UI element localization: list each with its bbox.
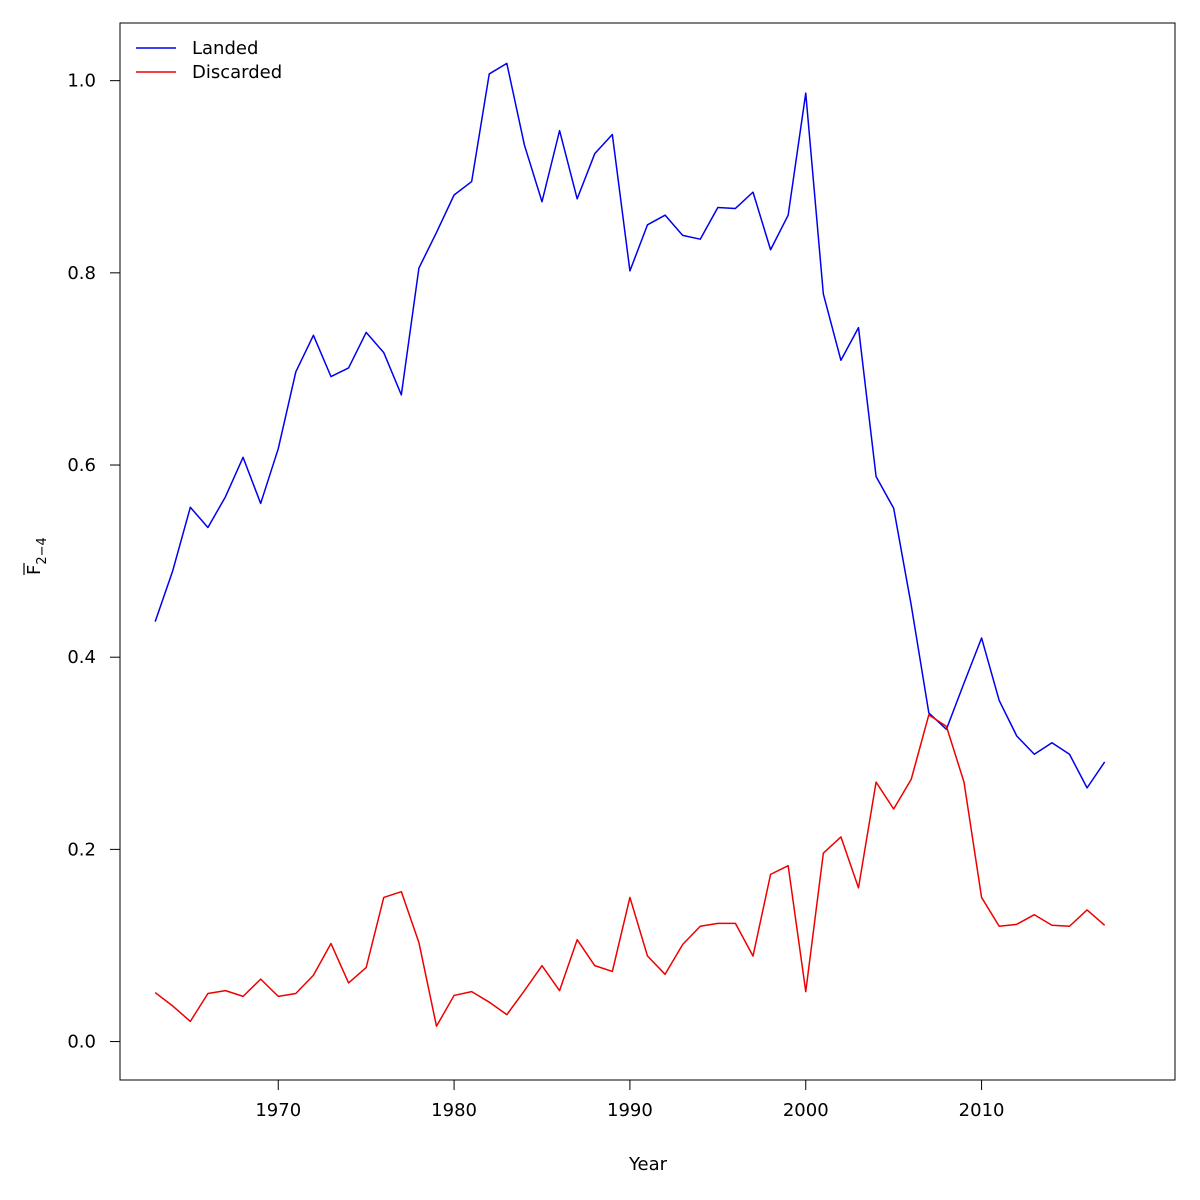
legend: Landed Discarded	[136, 38, 282, 83]
series-layer	[154, 62, 1106, 1027]
y-tick-label-0.6: 0.6	[67, 455, 96, 476]
series-line-landed	[154, 62, 1106, 789]
y-axis-label: F2−4	[23, 537, 50, 575]
y-axis-label-sub: 2−4	[35, 537, 50, 564]
y-axis: 0.0 0.2 0.4 0.6 0.8 1.0	[67, 71, 120, 1053]
y-axis-label-main: F	[24, 565, 45, 575]
x-tick-label-2010: 2010	[959, 1100, 1005, 1121]
svg-text:F2−4: F2−4	[24, 537, 50, 575]
y-tick-label-0.2: 0.2	[67, 839, 96, 860]
y-tick-label-1.0: 1.0	[67, 71, 96, 92]
y-tick-label-0.4: 0.4	[67, 647, 96, 668]
x-tick-label-1970: 1970	[255, 1100, 301, 1121]
legend-label-discarded: Discarded	[192, 62, 282, 83]
y-tick-label-0.0: 0.0	[67, 1032, 96, 1053]
x-axis: 1970 1980 1990 2000 2010	[255, 1080, 1004, 1121]
series-line-discarded	[154, 714, 1106, 1027]
legend-label-landed: Landed	[192, 38, 258, 59]
x-tick-label-2000: 2000	[783, 1100, 829, 1121]
x-axis-label: Year	[628, 1154, 668, 1175]
x-tick-label-1990: 1990	[607, 1100, 653, 1121]
plot-frame	[119, 22, 1176, 1081]
y-tick-label-0.8: 0.8	[67, 263, 96, 284]
x-tick-label-1980: 1980	[431, 1100, 477, 1121]
